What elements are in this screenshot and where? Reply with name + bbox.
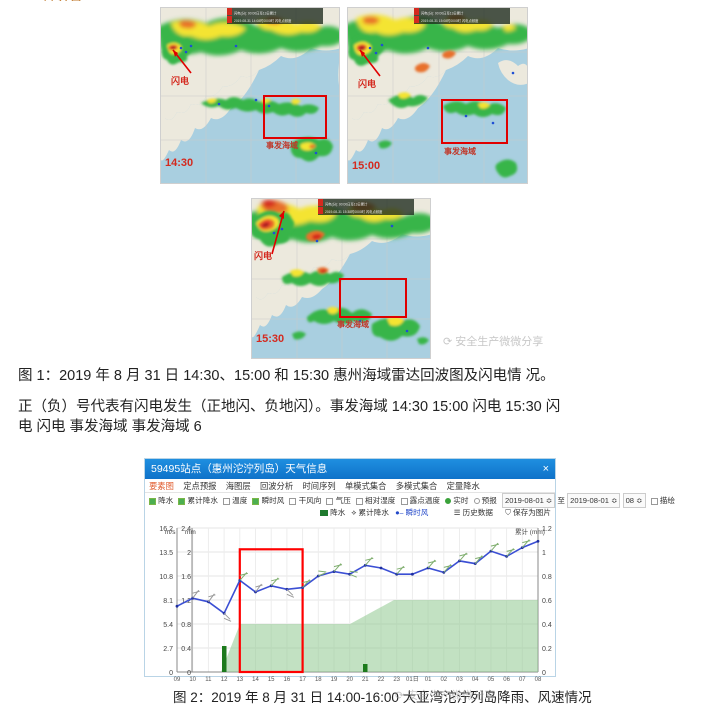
svg-text:03: 03 <box>456 677 463 683</box>
svg-text:15:30: 15:30 <box>256 333 284 345</box>
svg-text:1.6: 1.6 <box>181 574 191 581</box>
svg-text:16: 16 <box>284 677 291 683</box>
svg-text:闪电(分): 00:00日至13日累计: 闪电(分): 00:00日至13日累计 <box>421 11 464 16</box>
svg-text:8.1: 8.1 <box>163 598 173 605</box>
svg-text:0.8: 0.8 <box>181 622 191 629</box>
svg-text:2.7: 2.7 <box>163 646 173 653</box>
svg-text:04: 04 <box>472 677 479 683</box>
svg-text:事发海域: 事发海域 <box>266 140 298 150</box>
svg-text:5.4: 5.4 <box>163 622 173 629</box>
svg-text:11: 11 <box>205 677 212 683</box>
svg-text:0.4: 0.4 <box>542 622 552 629</box>
svg-text:14: 14 <box>252 677 259 683</box>
svg-text:20: 20 <box>346 677 353 683</box>
svg-text:闪电: 闪电 <box>358 78 376 89</box>
svg-text:13.5: 13.5 <box>159 550 173 557</box>
svg-text:05: 05 <box>488 677 495 683</box>
svg-text:10: 10 <box>189 677 196 683</box>
svg-text:07: 07 <box>519 677 526 683</box>
svg-text:1: 1 <box>542 550 546 557</box>
svg-text:18: 18 <box>315 677 322 683</box>
svg-text:14:30: 14:30 <box>165 157 193 169</box>
svg-text:02: 02 <box>440 677 447 683</box>
svg-text:08: 08 <box>535 677 542 683</box>
svg-text:01日: 01日 <box>406 676 419 683</box>
svg-text:09: 09 <box>174 677 181 683</box>
svg-text:闪电(分): 00:00日至13日累计: 闪电(分): 00:00日至13日累计 <box>325 202 368 207</box>
svg-text:15:00: 15:00 <box>352 160 380 172</box>
svg-text:0.2: 0.2 <box>542 646 552 653</box>
svg-text:mm: mm <box>185 529 196 536</box>
svg-text:闪电: 闪电 <box>171 75 189 86</box>
svg-text:0: 0 <box>169 670 173 677</box>
svg-text:累计 (mm): 累计 (mm) <box>515 527 545 536</box>
svg-text:事发海域: 事发海域 <box>444 146 476 156</box>
svg-text:19: 19 <box>331 677 338 683</box>
svg-text:15: 15 <box>268 677 275 683</box>
svg-text:0.8: 0.8 <box>542 574 552 581</box>
svg-text:事发海域: 事发海域 <box>337 319 369 329</box>
svg-text:10.8: 10.8 <box>159 574 173 581</box>
svg-text:06: 06 <box>503 677 510 683</box>
svg-text:17: 17 <box>299 677 306 683</box>
svg-text:0.4: 0.4 <box>181 646 191 653</box>
svg-text:0.6: 0.6 <box>542 598 552 605</box>
svg-text:闪电(分): 00:00日至13日累计: 闪电(分): 00:00日至13日累计 <box>234 11 277 16</box>
svg-text:闪电: 闪电 <box>254 250 272 261</box>
svg-text:23: 23 <box>393 677 400 683</box>
svg-text:22: 22 <box>378 677 385 683</box>
svg-text:m/s: m/s <box>165 529 176 536</box>
svg-text:13: 13 <box>236 677 243 683</box>
svg-text:0: 0 <box>542 670 546 677</box>
svg-text:2019-08-31 15:38时0000时 闪电点频度: 2019-08-31 15:38时0000时 闪电点频度 <box>325 209 383 214</box>
svg-text:21: 21 <box>362 677 369 683</box>
svg-text:2019-08-31 14:08时0000时 闪电点频度: 2019-08-31 14:08时0000时 闪电点频度 <box>234 18 292 23</box>
svg-text:2: 2 <box>187 550 191 557</box>
svg-text:01: 01 <box>425 677 432 683</box>
svg-text:2019-08-31 15:08时0000时 闪电点频度: 2019-08-31 15:08时0000时 闪电点频度 <box>421 18 479 23</box>
svg-text:12: 12 <box>221 677 228 683</box>
svg-text:0: 0 <box>187 670 191 677</box>
